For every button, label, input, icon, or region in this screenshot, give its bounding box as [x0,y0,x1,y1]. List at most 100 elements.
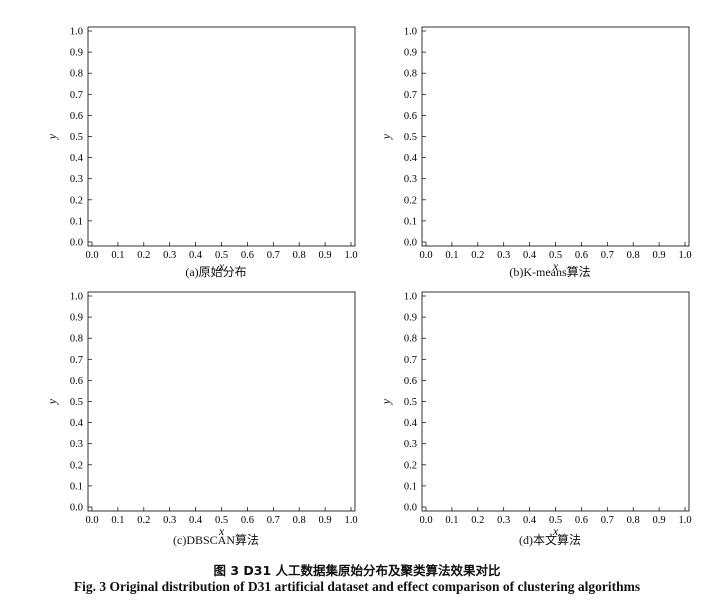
y-tick-label: 0.0 [404,503,417,514]
y-tick-label: 0.2 [404,195,417,206]
y-tick-label: 0.3 [70,439,83,450]
x-tick-label: 0.9 [319,515,332,526]
y-tick-label: 0.2 [70,195,83,206]
y-tick-label: 0.7 [404,90,417,101]
y-tick-label: 0.4 [404,418,418,429]
y-tick-label: 0.9 [404,48,417,59]
panel-b-caption: (b)K-means算法 [509,265,591,279]
y-tick-label: 0.6 [70,376,83,387]
x-axis-label: x [552,261,559,273]
y-tick-label: 0.6 [70,111,83,122]
y-tick-label: 0.9 [70,313,83,324]
x-tick-label: 0.3 [163,250,176,261]
y-tick-label: 0.0 [70,238,83,249]
x-tick-label: 0.8 [293,250,306,261]
y-tick-label: 0.1 [70,216,83,227]
x-tick-label: 0.9 [653,250,666,261]
y-tick-label: 0.0 [70,503,83,514]
y-tick-label: 0.9 [404,313,417,324]
y-tick-label: 0.9 [70,48,83,59]
panel-b-frame [421,26,690,247]
y-tick-label: 0.4 [404,153,418,164]
y-tick-label: 0.8 [404,334,417,345]
panel-c-frame [87,291,356,512]
panel-d: 0.0 0.1 0.2 0.3 0.4 0.5 0.6 0.7 0.8 0.9 1.0 0.0 0.1 0… [381,292,692,539]
x-axis-label: x [218,261,225,273]
x-tick-label: 0.0 [85,515,98,526]
y-tick-label: 0.1 [404,481,417,492]
x-tick-label: 0.3 [497,250,510,261]
x-tick-label: 0.5 [549,515,562,526]
x-tick-label: 0.5 [215,250,228,261]
x-tick-label: 1.0 [344,250,357,261]
y-tick-label: 0.0 [404,238,417,249]
x-tick-label: 0.9 [653,515,666,526]
panel-a-caption: (a)原始分布 [185,265,247,279]
y-tick-label: 0.4 [70,153,84,164]
x-tick-label: 0.7 [601,250,614,261]
y-tick-label: 0.1 [404,216,417,227]
x-tick-label: 0.7 [267,250,280,261]
x-tick-label: 0.0 [85,250,98,261]
y-tick-label: 1.0 [404,292,417,303]
y-tick-label: 0.8 [70,334,83,345]
x-tick-label: 0.6 [575,515,588,526]
x-tick-label: 0.6 [241,250,254,261]
panel-d-caption: (d)本文算法 [519,533,581,547]
y-tick-label: 0.5 [404,132,417,143]
y-axis-label: y [381,398,393,405]
y-tick-label: 0.2 [70,460,83,471]
x-axis-label: x [552,526,559,538]
y-axis-label: y [47,133,59,140]
x-tick-label: 0.3 [497,515,510,526]
x-tick-label: 0.2 [471,515,484,526]
x-tick-label: 0.1 [445,515,458,526]
x-tick-label: 0.1 [111,515,124,526]
y-tick-label: 0.7 [70,90,83,101]
x-tick-label: 0.0 [419,250,432,261]
x-tick-label: 1.0 [678,250,691,261]
x-tick-label: 1.0 [678,515,691,526]
y-tick-label: 0.3 [404,439,417,450]
x-tick-label: 0.4 [189,250,203,261]
figure-caption-en: Fig. 3 Original distribution of D31 arti… [73,579,641,594]
x-tick-label: 0.7 [267,515,280,526]
y-tick-label: 0.2 [404,460,417,471]
x-tick-label: 0.4 [189,515,203,526]
y-tick-label: 0.4 [70,418,84,429]
y-tick-label: 0.8 [70,69,83,80]
x-axis-label: x [218,526,225,538]
x-tick-label: 0.5 [549,250,562,261]
y-tick-label: 1.0 [70,292,83,303]
y-tick-label: 1.0 [70,27,83,38]
x-tick-label: 0.6 [575,250,588,261]
x-tick-label: 0.5 [215,515,228,526]
y-tick-label: 0.5 [70,397,83,408]
x-tick-label: 0.1 [445,250,458,261]
x-tick-label: 0.3 [163,515,176,526]
x-tick-label: 0.4 [523,515,537,526]
x-tick-label: 0.1 [111,250,124,261]
x-tick-label: 0.8 [627,250,640,261]
x-tick-label: 0.9 [319,250,332,261]
x-tick-label: 0.2 [137,515,150,526]
x-tick-label: 0.8 [627,515,640,526]
x-tick-label: 0.0 [419,515,432,526]
x-tick-label: 1.0 [344,515,357,526]
x-tick-label: 0.4 [523,250,537,261]
panel-b: 0.0 0.1 0.2 0.3 0.4 0.5 0.6 0.7 0.8 0.9 1.0 0.0 0.1 0… [381,27,692,274]
y-tick-label: 0.5 [404,397,417,408]
y-tick-label: 0.1 [70,481,83,492]
y-tick-label: 0.3 [70,174,83,185]
x-tick-label: 0.7 [601,515,614,526]
x-tick-label: 0.2 [137,250,150,261]
panel-a: 0.0 0.1 0.2 0.3 0.4 0.5 0.6 0.7 0.8 0.9 1.0 0.0 0.1 0… [47,27,358,274]
x-tick-label: 0.8 [293,515,306,526]
y-tick-label: 0.6 [404,111,417,122]
panel-c-caption: (c)DBSCAN算法 [173,533,259,547]
y-tick-label: 0.7 [404,355,417,366]
figure-caption-cn: 图 3 D31 人工数据集原始分布及聚类算法效果对比 [213,563,501,578]
y-tick-label: 1.0 [404,27,417,38]
panel-d-frame [421,291,690,512]
